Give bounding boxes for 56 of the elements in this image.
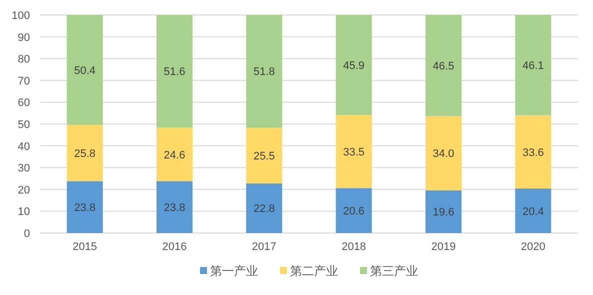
legend-label: 第二产业 bbox=[290, 264, 338, 278]
data-label: 34.0 bbox=[432, 148, 454, 160]
y-tick-label: 70 bbox=[18, 75, 30, 88]
data-label: 20.4 bbox=[522, 206, 544, 218]
data-label: 23.8 bbox=[74, 202, 96, 214]
data-label: 19.6 bbox=[432, 206, 454, 219]
bar bbox=[156, 181, 192, 233]
data-label: 50.4 bbox=[74, 64, 96, 77]
bar bbox=[426, 190, 462, 233]
data-label: 33.5 bbox=[343, 146, 365, 159]
data-label: 51.8 bbox=[253, 66, 275, 78]
y-tick-label: 0 bbox=[24, 228, 30, 240]
x-tick-label: 2016 bbox=[162, 241, 187, 253]
data-label: 33.6 bbox=[522, 146, 544, 159]
x-tick-label: 2020 bbox=[520, 241, 546, 253]
bar bbox=[66, 15, 103, 125]
bar bbox=[426, 15, 462, 116]
data-label: 46.1 bbox=[522, 60, 544, 72]
bar bbox=[246, 183, 282, 233]
x-tick-label: 2018 bbox=[342, 241, 366, 253]
data-label: 24.6 bbox=[164, 149, 186, 162]
data-label: 22.8 bbox=[253, 203, 275, 216]
bar bbox=[246, 15, 282, 128]
data-label: 23.8 bbox=[164, 202, 186, 214]
bar bbox=[336, 188, 372, 233]
bar bbox=[515, 115, 552, 189]
x-tick-label: 2017 bbox=[252, 241, 276, 253]
legend-label: 第三产业 bbox=[370, 264, 418, 278]
bar bbox=[515, 188, 552, 233]
y-tick-label: 30 bbox=[18, 162, 30, 175]
bar bbox=[156, 15, 192, 128]
x-tick-label: 2019 bbox=[431, 241, 456, 253]
data-label: 25.5 bbox=[253, 150, 275, 162]
bar bbox=[246, 128, 282, 184]
bar bbox=[336, 15, 372, 116]
legend-label: 第一产业 bbox=[210, 264, 258, 278]
bar bbox=[66, 124, 103, 182]
y-tick-label: 100 bbox=[12, 10, 30, 22]
y-tick-label: 90 bbox=[18, 32, 30, 44]
data-label: 25.8 bbox=[74, 148, 96, 160]
data-label: 51.6 bbox=[164, 66, 186, 78]
y-tick-label: 60 bbox=[18, 97, 30, 110]
data-label: 45.9 bbox=[343, 60, 365, 72]
data-label: 46.5 bbox=[432, 60, 454, 72]
x-tick-label: 2015 bbox=[72, 241, 98, 253]
y-tick-label: 20 bbox=[18, 184, 30, 196]
data-label: 20.6 bbox=[343, 206, 365, 218]
y-tick-label: 80 bbox=[18, 54, 30, 66]
y-tick-label: 10 bbox=[18, 206, 30, 218]
bar bbox=[156, 127, 192, 182]
y-tick-label: 40 bbox=[18, 140, 30, 153]
bar bbox=[426, 116, 462, 190]
bar bbox=[66, 181, 103, 233]
bar bbox=[515, 15, 552, 116]
bar bbox=[336, 115, 372, 188]
y-tick-label: 50 bbox=[18, 119, 30, 131]
